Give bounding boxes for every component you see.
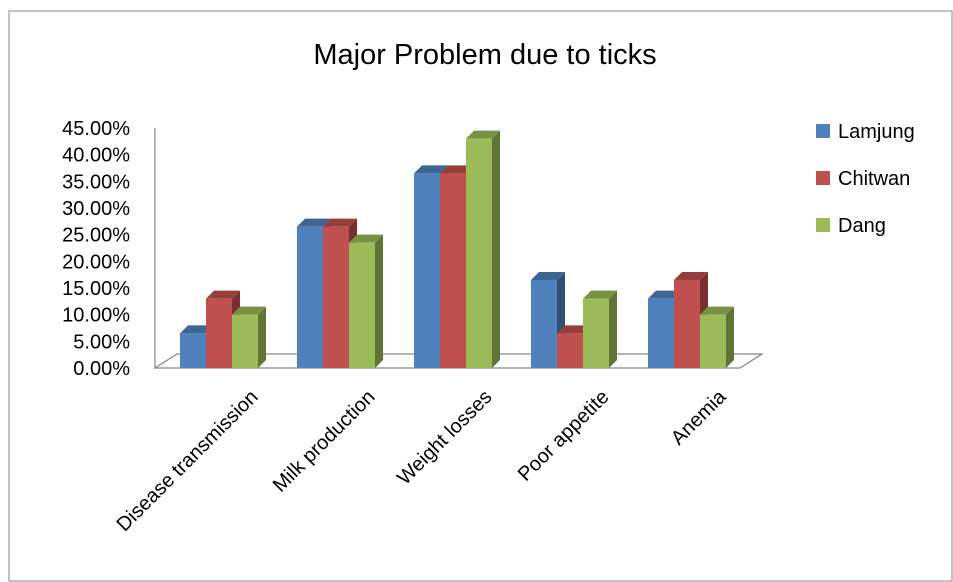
bar-front	[206, 298, 232, 368]
bar-side	[375, 234, 383, 368]
bar-front	[700, 314, 726, 368]
y-tick-label: 40.00%	[62, 145, 130, 167]
legend-swatch	[816, 171, 830, 185]
bar-dang-1	[349, 234, 383, 368]
legend-label: Chitwan	[838, 168, 910, 190]
bar-front	[583, 298, 609, 368]
legend-label: Dang	[838, 215, 886, 237]
y-tick-label: 25.00%	[62, 225, 130, 247]
bar-side	[726, 306, 734, 368]
bar-top	[557, 325, 591, 334]
bar-top	[180, 325, 214, 334]
bar-top	[700, 306, 734, 315]
bar-front	[466, 138, 492, 368]
legend-item-lamjung: Lamjung	[816, 121, 915, 143]
chart-title: Major Problem due to ticks	[313, 39, 656, 71]
y-tick-label: 30.00%	[62, 198, 130, 220]
legend-swatch	[816, 124, 830, 138]
bar-front	[323, 226, 349, 368]
bar-top	[674, 272, 708, 280]
bar-side	[258, 306, 266, 368]
bar-front	[180, 333, 206, 368]
bar-front	[297, 226, 323, 368]
bar-top	[323, 218, 357, 227]
bar-front	[414, 173, 440, 368]
bar-front	[232, 314, 258, 368]
bar-top	[414, 165, 448, 174]
y-tick-label: 35.00%	[62, 171, 130, 193]
bar-top	[531, 272, 565, 280]
legend-item-dang: Dang	[816, 215, 886, 237]
legend-swatch	[816, 218, 830, 232]
bar-top	[349, 234, 383, 243]
bar-dang-3	[583, 290, 617, 368]
bar-side	[609, 290, 617, 368]
bar-front	[648, 298, 674, 368]
bar-dang-4	[700, 306, 734, 368]
bar-dang-2	[466, 130, 500, 368]
bar-front	[531, 280, 557, 368]
bar-top	[232, 306, 266, 315]
bar-top	[583, 290, 617, 299]
bars	[180, 130, 734, 368]
y-tick-label: 0.00%	[73, 358, 130, 380]
y-tick-label: 10.00%	[62, 305, 130, 327]
bar-front	[440, 173, 466, 368]
legend: Lamjung Chitwan Dang	[816, 121, 915, 237]
bar-front	[674, 280, 700, 368]
y-tick-label: 15.00%	[62, 278, 130, 300]
bar-front	[557, 333, 583, 368]
y-tick-label: 45.00%	[62, 118, 130, 140]
bar-dang-0	[232, 306, 266, 368]
bar-top	[648, 290, 682, 299]
legend-item-chitwan: Chitwan	[816, 168, 910, 190]
bar-front	[349, 242, 375, 368]
y-tick-label: 5.00%	[73, 331, 130, 353]
bar-top	[466, 130, 500, 139]
bar-side	[492, 130, 500, 368]
bar-top	[297, 218, 331, 227]
y-tick-label: 20.00%	[62, 251, 130, 273]
bar-top	[206, 290, 240, 299]
legend-label: Lamjung	[838, 121, 915, 143]
bar-top	[440, 165, 474, 174]
